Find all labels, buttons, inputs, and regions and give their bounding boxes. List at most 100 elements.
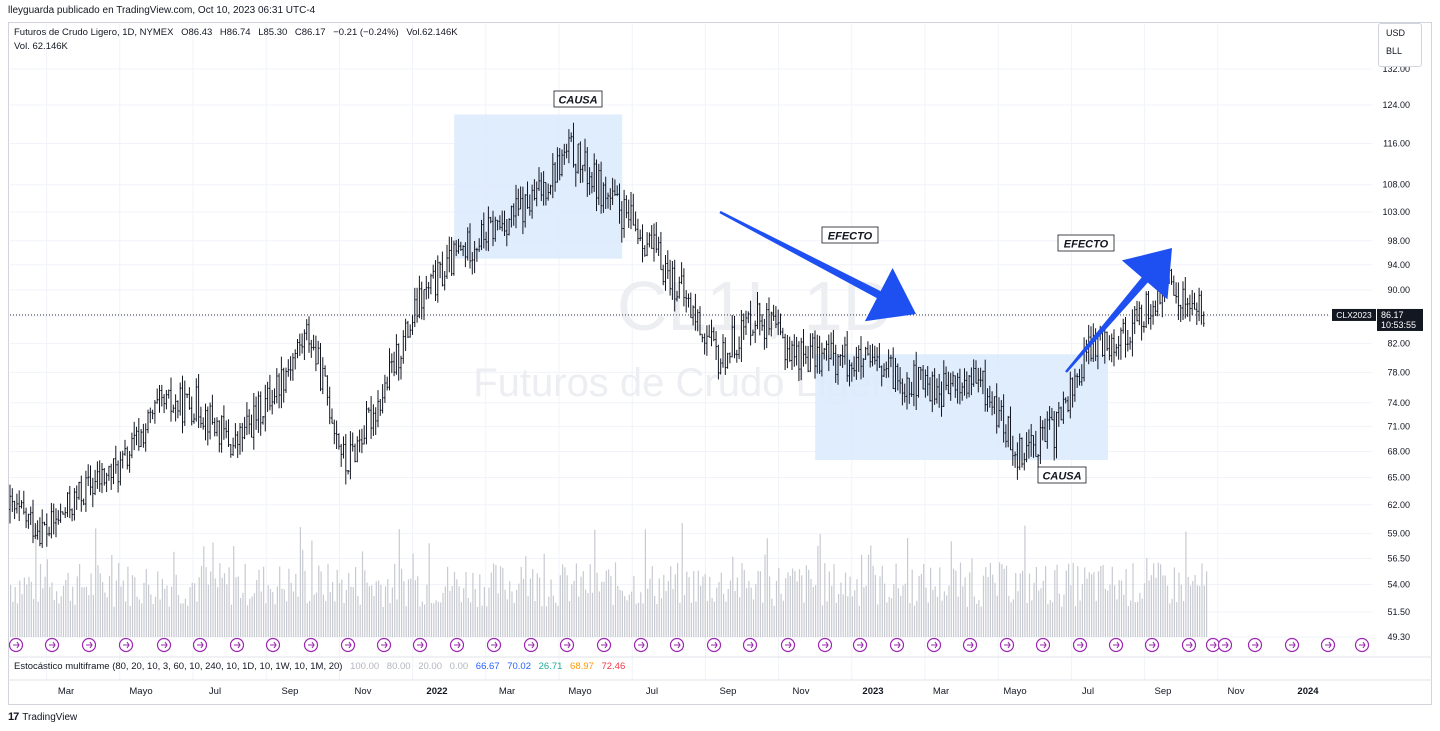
currency-unit-selector[interactable]: USD BLL — [1378, 23, 1422, 67]
volume-bar — [276, 586, 278, 637]
volume-bar — [1017, 591, 1019, 637]
volume-bar — [688, 577, 690, 637]
time-axis-label: Sep — [282, 686, 299, 697]
volume-bar — [1107, 590, 1109, 637]
volume-bar — [520, 566, 522, 637]
volume-bar — [437, 601, 439, 637]
volume-bar — [355, 567, 357, 637]
volume-bar — [1169, 603, 1171, 637]
volume-legend[interactable]: Vol. 62.146K — [14, 41, 68, 52]
volume-bar — [148, 584, 150, 637]
volume-bar — [1040, 588, 1042, 637]
volume-bar — [739, 597, 741, 637]
volume-bar — [325, 601, 327, 637]
volume-bar — [442, 592, 444, 637]
volume-bar — [306, 603, 308, 637]
price-axis-label: 56.50 — [1387, 553, 1410, 563]
volume-bar — [989, 562, 991, 637]
volume-bar — [157, 571, 159, 637]
event-icon-arrow — [1222, 641, 1229, 649]
stochastic-legend[interactable]: Estocástico multiframe (80, 20, 10, 3, 6… — [14, 661, 630, 672]
volume-bar — [716, 587, 718, 637]
volume-bar — [171, 586, 173, 637]
volume-bar — [1058, 593, 1060, 637]
stoch-value: 20.00 — [418, 661, 442, 672]
volume-bar — [131, 575, 134, 637]
volume-bar — [1079, 600, 1081, 637]
volume-bar — [580, 576, 582, 637]
volume-bar — [545, 606, 548, 637]
volume-bar — [971, 558, 973, 637]
event-icon-arrow — [564, 641, 571, 649]
stoch-value: 68.97 — [570, 661, 594, 672]
event-icon-arrow — [1040, 641, 1047, 649]
unit-label[interactable]: BLL — [1386, 46, 1403, 56]
volume-bar — [1134, 602, 1136, 637]
volume-bar — [389, 603, 391, 637]
volume-bar — [336, 569, 338, 637]
volume-bar — [663, 574, 665, 637]
volume-bar — [1104, 588, 1106, 637]
volume-bar — [49, 586, 51, 637]
brand-name: TradingView — [22, 711, 78, 723]
volume-bar — [927, 602, 929, 637]
volume-bar — [651, 566, 653, 637]
volume-bar — [1070, 585, 1072, 637]
volume-bar — [727, 589, 729, 637]
volume-bar — [23, 577, 25, 637]
efecto-arrow-up — [1065, 248, 1172, 373]
volume-bar — [1185, 531, 1187, 637]
volume-bar — [534, 600, 536, 637]
tradingview-footer[interactable]: 17 TradingView — [8, 711, 77, 723]
volume-bar — [168, 606, 170, 637]
price-axis-label: 51.50 — [1387, 607, 1410, 617]
volume-bar — [433, 603, 435, 637]
currency-label[interactable]: USD — [1386, 28, 1406, 38]
event-icon-arrow — [931, 641, 938, 649]
stochastic-label[interactable]: Estocástico multiframe (80, 20, 10, 3, 6… — [14, 661, 343, 672]
volume-bar — [1042, 580, 1044, 637]
volume-bar — [890, 598, 893, 637]
volume-bar — [1178, 572, 1180, 637]
volume-bar — [1056, 564, 1058, 637]
volume-bar — [1171, 598, 1173, 637]
volume-bar — [173, 551, 175, 637]
volume-bar — [240, 597, 242, 637]
volume-bar — [403, 581, 405, 637]
volume-bar — [548, 596, 550, 637]
volume-bar — [552, 595, 554, 637]
volume-bar — [732, 556, 734, 637]
volume-bar — [656, 604, 658, 637]
volume-bar — [97, 565, 99, 637]
volume-bar — [812, 586, 814, 637]
event-icon-arrow — [123, 641, 130, 649]
volume-bar — [1139, 592, 1141, 637]
volume-bar — [849, 576, 851, 637]
price-axis-label: 94.00 — [1387, 260, 1410, 270]
volume-bar — [263, 566, 265, 637]
volume-bar — [1061, 606, 1063, 637]
event-icon-arrow — [13, 641, 20, 649]
volume-bar — [697, 570, 699, 637]
volume-bar — [479, 574, 481, 637]
price-tag-text: 86.17 — [1381, 310, 1404, 320]
volume-bar — [1111, 566, 1113, 637]
volume-bar — [895, 563, 897, 637]
volume-bar — [522, 578, 525, 637]
volume-bar — [741, 563, 743, 637]
volume-bar — [74, 604, 76, 637]
volume-bar — [274, 604, 276, 637]
volume-bar — [904, 583, 906, 637]
volume-bar — [794, 571, 796, 637]
volume-bar — [769, 576, 771, 637]
volume-bar — [223, 573, 226, 637]
volume-bar — [493, 563, 495, 637]
volume-bar — [343, 603, 345, 637]
volume-bar — [1074, 606, 1077, 637]
volume-bar — [833, 564, 835, 637]
symbol-description[interactable]: Futuros de Crudo Ligero, 1D, NYMEX — [14, 27, 174, 38]
volume-bar — [755, 584, 757, 637]
volume-bar — [104, 592, 106, 637]
event-icon-arrow — [674, 641, 681, 649]
